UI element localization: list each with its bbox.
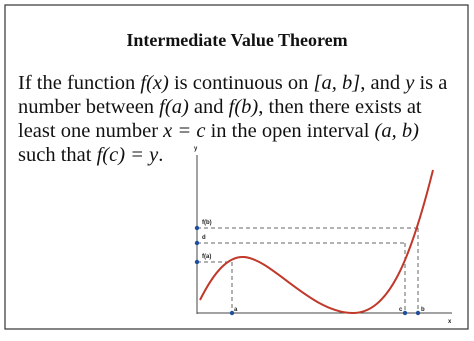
a-label: a: [234, 307, 238, 313]
y-axis-label: y: [194, 146, 198, 152]
math: f(b): [229, 96, 259, 118]
fa-label: f(a): [202, 254, 211, 260]
text-run: , then there exists at: [258, 96, 422, 118]
title: Intermediate Value Theorem: [126, 30, 347, 50]
text-run: .: [158, 144, 163, 166]
text-run: and: [189, 96, 229, 118]
paragraph-line: such that f(c) = y.: [18, 144, 163, 166]
text-run: least one number: [18, 120, 163, 142]
x-axis-label: x: [448, 319, 452, 325]
math: (a, b): [375, 120, 420, 142]
paragraph-line: number between f(a) and f(b), then there…: [18, 96, 422, 118]
point: [194, 259, 200, 265]
math: x = c: [162, 120, 205, 142]
b-label: b: [421, 307, 425, 313]
text-run: is a: [414, 72, 447, 94]
math: [a, b]: [314, 72, 361, 94]
text-run: in the open interval: [205, 120, 374, 142]
fb-label: f(b): [202, 220, 212, 226]
paragraph-line: If the function f(x) is continuous on [a…: [18, 72, 447, 94]
text-run: If the function: [18, 72, 140, 94]
point: [229, 310, 235, 316]
math: y: [403, 72, 415, 94]
point: [194, 240, 200, 246]
math: f(a): [159, 96, 189, 118]
math: f(x): [140, 72, 169, 94]
frame: [4, 4, 469, 330]
point: [415, 310, 421, 316]
graph: y x f(b) d f(a) a c b: [194, 146, 452, 325]
text-run: such that: [18, 144, 97, 166]
curve: [199, 169, 434, 315]
point: [194, 225, 200, 231]
text-run: number between: [18, 96, 159, 118]
point: [402, 310, 408, 316]
c-label: c: [399, 307, 403, 313]
paragraph: If the function f(x) is continuous on [a…: [18, 72, 447, 166]
text-run: , and: [360, 72, 405, 94]
math: f(c) = y: [97, 144, 160, 166]
d-label: d: [202, 235, 206, 241]
text-run: is continuous on: [169, 72, 314, 94]
paragraph-line: least one number x = c in the open inter…: [18, 120, 419, 142]
